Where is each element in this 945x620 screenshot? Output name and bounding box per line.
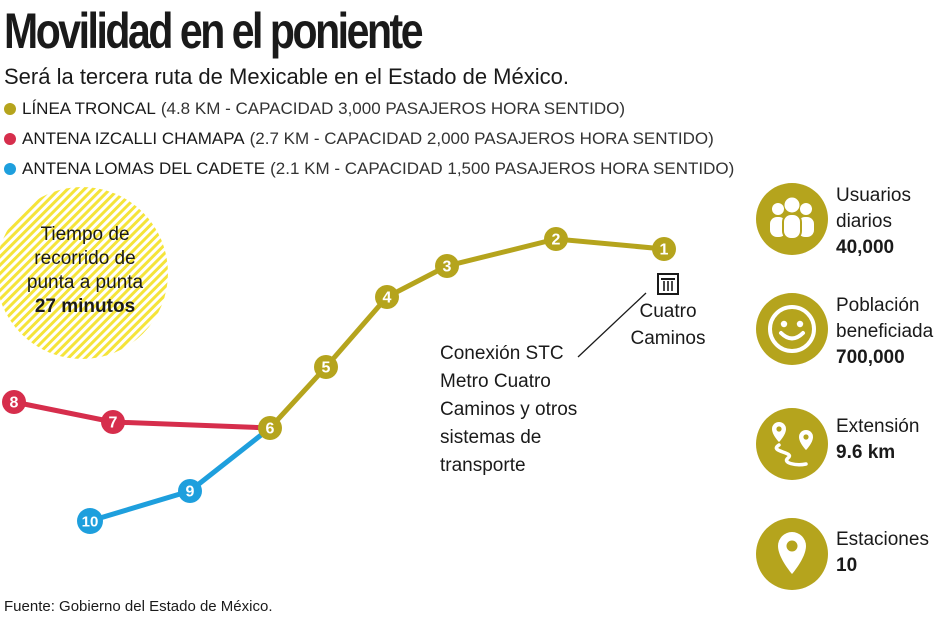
station-label: 7 — [109, 415, 118, 432]
stat-label: Estaciones — [836, 529, 929, 550]
station-label: 2 — [552, 232, 561, 249]
station-label: 1 — [660, 242, 669, 259]
travel-time-line: punta a punta — [26, 272, 144, 293]
legend-detail: (2.7 KM - CAPACIDAD 2,000 PASAJEROS HORA… — [249, 129, 714, 148]
station-label: 8 — [10, 395, 19, 412]
connection-note-line: Metro Cuatro — [440, 371, 551, 392]
connection-leader-line — [577, 292, 647, 358]
station-3: 3 — [435, 254, 459, 278]
stat-extension: Extensión 9.6 km — [756, 408, 945, 498]
travel-time-text: Tiempo de recorrido de punta a punta 27 … — [10, 223, 160, 319]
terminal-station-name: Cuatro Caminos — [618, 298, 718, 352]
source-note: Fuente: Gobierno del Estado de México. — [4, 598, 273, 615]
station-7: 7 — [101, 410, 125, 434]
stat-text: Población beneficiada 700,000 — [836, 293, 933, 371]
station-8: 8 — [2, 390, 26, 414]
stat-label: Extensión — [836, 416, 920, 437]
travel-time-value: 27 minutos — [34, 296, 136, 317]
stat-value: 10 — [836, 555, 858, 576]
terminal-line: Caminos — [630, 328, 706, 349]
stat-label: diarios — [836, 211, 892, 232]
stat-label: Población — [836, 295, 920, 316]
route-line-izcalli — [11, 399, 273, 431]
stat-value: 40,000 — [836, 237, 895, 258]
station-5: 5 — [314, 355, 338, 379]
station-2: 2 — [544, 227, 568, 251]
legend-detail: (2.1 KM - CAPACIDAD 1,500 PASAJEROS HORA… — [270, 159, 735, 178]
station-label: 6 — [266, 421, 275, 438]
station-4: 4 — [375, 285, 399, 309]
stat-text: Usuarios diarios 40,000 — [836, 183, 911, 261]
connection-note: Conexión STC Metro Cuatro Caminos y otro… — [440, 340, 640, 480]
smiley-icon — [756, 293, 828, 365]
stat-value: 700,000 — [836, 347, 905, 368]
stat-daily-users: Usuarios diarios 40,000 — [756, 183, 945, 273]
legend-detail: (4.8 KM - CAPACIDAD 3,000 PASAJEROS HORA… — [160, 99, 625, 118]
connection-note-line: sistemas de — [440, 427, 542, 448]
stat-population: Población beneficiada 700,000 — [756, 293, 945, 383]
travel-time-badge — [0, 187, 168, 359]
station-10: 10 — [77, 508, 103, 534]
route-line-lomas — [87, 425, 273, 524]
station-label: 3 — [443, 259, 452, 276]
legend-name: ANTENA LOMAS DEL CADETE — [22, 159, 266, 178]
page-title: Movilidad en el poniente — [4, 3, 424, 59]
route-line-troncal — [267, 236, 667, 431]
travel-time-line: recorrido de — [34, 248, 136, 269]
line-legend: LÍNEA TRONCAL (4.8 KM - CAPACIDAD 3,000 … — [4, 94, 734, 184]
stat-text: Extensión 9.6 km — [836, 414, 919, 466]
route-icon — [756, 408, 828, 480]
station-label: 5 — [322, 360, 331, 377]
station-label: 4 — [383, 290, 392, 307]
station-6: 6 — [258, 416, 282, 440]
terminal-line: Cuatro — [639, 301, 697, 322]
connection-note-line: transporte — [440, 455, 526, 476]
stat-label: Usuarios — [836, 185, 911, 206]
legend-dot-izcalli — [4, 133, 16, 145]
legend-dot-troncal — [4, 103, 16, 115]
legend-name: LÍNEA TRONCAL — [22, 99, 156, 118]
travel-time-line: Tiempo de — [40, 224, 130, 245]
legend-item-lomas: ANTENA LOMAS DEL CADETE (2.1 KM - CAPACI… — [4, 154, 734, 184]
users-icon — [756, 183, 828, 255]
legend-item-izcalli: ANTENA IZCALLI CHAMAPA (2.7 KM - CAPACID… — [4, 124, 734, 154]
station-label: 9 — [186, 484, 195, 501]
stat-value: 9.6 km — [836, 442, 896, 463]
stat-label: beneficiada — [836, 321, 934, 342]
metro-station-icon — [657, 273, 679, 295]
station-label: 10 — [82, 514, 99, 531]
page-subtitle: Será la tercera ruta de Mexicable en el … — [4, 64, 569, 89]
legend-item-troncal: LÍNEA TRONCAL (4.8 KM - CAPACIDAD 3,000 … — [4, 94, 734, 124]
legend-dot-lomas — [4, 163, 16, 175]
station-1: 1 — [652, 237, 676, 261]
stat-text: Estaciones 10 — [836, 527, 929, 579]
legend-name: ANTENA IZCALLI CHAMAPA — [22, 129, 245, 148]
connection-note-line: Caminos y otros — [440, 399, 578, 420]
location-pin-icon — [756, 518, 828, 590]
stat-stations: Estaciones 10 — [756, 518, 945, 608]
connection-note-line: Conexión STC — [440, 343, 564, 364]
station-9: 9 — [178, 479, 202, 503]
